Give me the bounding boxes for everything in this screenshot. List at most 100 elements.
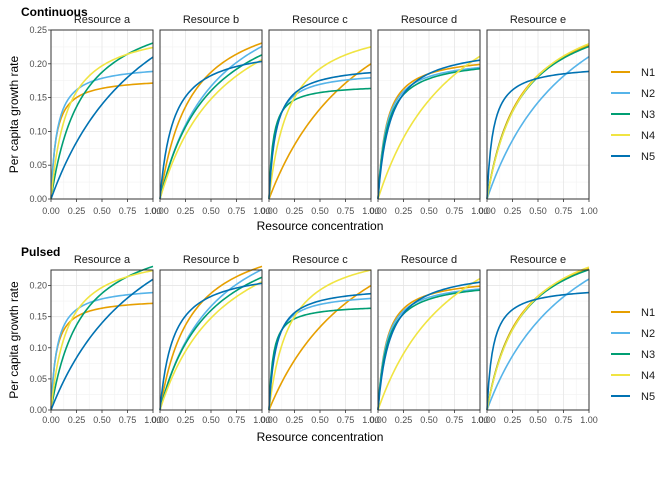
- legend-label: N1: [641, 307, 655, 319]
- x-tick-label: 0.50: [529, 206, 547, 216]
- facet-panel: Resource a 0.00 0.25 0.50 0.75 1.00: [42, 254, 162, 425]
- series-line-n2: [486, 56, 590, 200]
- facet-panel: Resource b 0.00 0.25 0.50 0.75 1.00: [151, 14, 271, 216]
- y-tick-label: 0.05: [29, 160, 47, 170]
- series-line-n1: [268, 63, 372, 200]
- x-tick-label: 1.00: [362, 415, 380, 425]
- x-tick-label: 1.00: [144, 206, 162, 216]
- x-tick-label: 0.75: [228, 206, 246, 216]
- x-tick-label: 1.00: [253, 415, 271, 425]
- series-line-n3: [268, 87, 372, 200]
- series-line-n4: [268, 269, 372, 411]
- x-tick-label: 0.75: [337, 415, 355, 425]
- series-line-n3: [50, 265, 154, 411]
- facet-panel: Resource d 0.00 0.25 0.50 0.75 1.00: [369, 254, 489, 425]
- x-tick-label: 0.50: [529, 415, 547, 425]
- x-tick-label: 0.25: [504, 415, 522, 425]
- series-line-n4: [377, 277, 481, 411]
- legend: N1 N2 N3 N4 N5: [611, 67, 655, 163]
- series-line-n4: [486, 43, 590, 200]
- x-tick-label: 1.00: [144, 415, 162, 425]
- series-line-n5: [377, 59, 481, 200]
- legend-label: N5: [641, 391, 655, 403]
- y-tick-label: 0.15: [29, 93, 47, 103]
- x-tick-label: 0.25: [504, 206, 522, 216]
- series-line-n2: [50, 291, 154, 411]
- x-tick-label: 0.00: [369, 206, 387, 216]
- x-tick-label: 0.25: [177, 415, 195, 425]
- facet-panel: Resource d 0.00 0.25 0.50 0.75 1.00: [369, 14, 489, 216]
- x-tick-label: 0.25: [177, 206, 195, 216]
- series-line-n1: [159, 42, 263, 200]
- y-tick-label: 0.05: [29, 374, 47, 384]
- y-tick-label: 0.15: [29, 312, 47, 322]
- x-tick-label: 0.25: [286, 206, 304, 216]
- x-tick-label: 0.75: [446, 206, 464, 216]
- x-tick-label: 0.75: [228, 415, 246, 425]
- x-tick-label: 1.00: [471, 415, 489, 425]
- x-tick-label: 0.50: [202, 415, 220, 425]
- series-line-n4: [159, 281, 263, 411]
- legend-label: N2: [641, 328, 655, 340]
- x-tick-label: 0.00: [260, 206, 278, 216]
- series-line-n2: [486, 278, 590, 411]
- x-tick-label: 0.50: [311, 206, 329, 216]
- x-tick-label: 0.00: [42, 415, 60, 425]
- x-tick-label: 1.00: [471, 206, 489, 216]
- x-tick-label: 0.00: [151, 415, 169, 425]
- y-tick-label: 0.10: [29, 126, 47, 136]
- facet-strip-label: Resource a: [74, 14, 131, 26]
- facet-panel: Resource c 0.00 0.25 0.50 0.75 1.00: [260, 254, 380, 425]
- x-tick-label: 0.00: [260, 415, 278, 425]
- x-tick-label: 0.25: [395, 415, 413, 425]
- series-line-n5: [159, 60, 263, 200]
- y-tick-label: 0.10: [29, 343, 47, 353]
- facet-panel: Resource e 0.00 0.25 0.50 0.75 1.00: [478, 14, 598, 216]
- y-axis-label: Per capita growth rate: [7, 55, 21, 173]
- facet-strip-label: Resource a: [74, 254, 131, 266]
- y-tick-label: 0.20: [29, 281, 47, 291]
- series-line-n4: [268, 46, 372, 200]
- legend-label: N3: [641, 109, 655, 121]
- row-title: Pulsed: [21, 245, 60, 259]
- facet-panel: Resource b 0.00 0.25 0.50 0.75 1.00: [151, 254, 271, 425]
- facet-strip-label: Resource e: [510, 254, 566, 266]
- series-line-n4: [377, 55, 481, 200]
- x-tick-label: 0.75: [555, 206, 573, 216]
- facet-strip-label: Resource b: [183, 14, 239, 26]
- y-tick-label: 0.00: [29, 194, 47, 204]
- x-tick-label: 1.00: [362, 206, 380, 216]
- legend-label: N5: [641, 151, 655, 163]
- x-tick-label: 0.75: [119, 206, 137, 216]
- series-line-n5: [486, 291, 590, 411]
- facet-strip-label: Resource c: [292, 14, 348, 26]
- legend-label: N3: [641, 349, 655, 361]
- legend-label: N4: [641, 370, 655, 382]
- series-line-n2: [377, 66, 481, 200]
- series-line-n1: [268, 284, 372, 411]
- facet-strip-label: Resource e: [510, 14, 566, 26]
- x-tick-label: 0.00: [151, 206, 169, 216]
- series-line-n1: [50, 82, 154, 200]
- x-tick-label: 1.00: [253, 206, 271, 216]
- series-line-n5: [50, 56, 154, 200]
- x-tick-label: 0.00: [478, 206, 496, 216]
- series-line-n5: [50, 278, 154, 411]
- legend: N1 N2 N3 N4 N5: [611, 307, 655, 403]
- series-line-n5: [268, 71, 372, 200]
- x-tick-label: 1.00: [580, 415, 598, 425]
- legend-label: N4: [641, 130, 655, 142]
- series-line-n4: [50, 269, 154, 411]
- y-tick-label: 0.20: [29, 59, 47, 69]
- x-tick-label: 0.75: [446, 415, 464, 425]
- x-tick-label: 0.75: [119, 415, 137, 425]
- x-tick-label: 0.00: [42, 206, 60, 216]
- facet-panel: Resource e 0.00 0.25 0.50 0.75 1.00: [478, 254, 598, 425]
- y-tick-label: 0.00: [29, 405, 47, 415]
- row-title: Continuous: [21, 5, 88, 19]
- series-line-n5: [268, 292, 372, 411]
- x-tick-label: 0.50: [93, 206, 111, 216]
- x-tick-label: 0.25: [68, 206, 86, 216]
- y-tick-label: 0.25: [29, 25, 47, 35]
